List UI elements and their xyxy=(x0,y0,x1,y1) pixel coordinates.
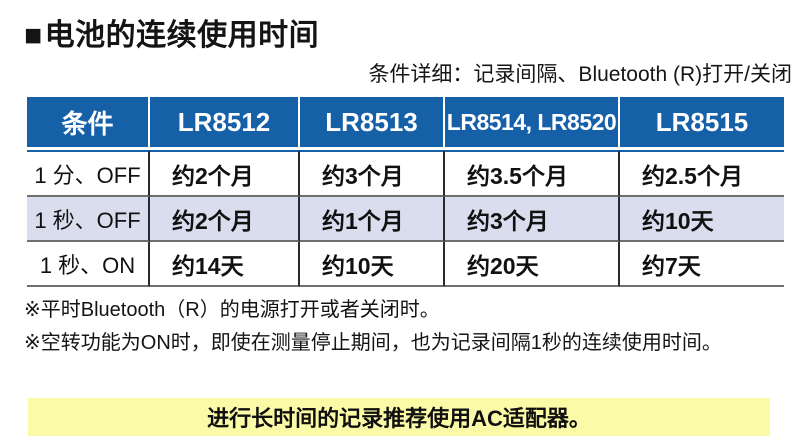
battery-usage-table: 条件 LR8512 LR8513 LR8514, LR8520 LR8515 1… xyxy=(27,97,784,287)
value-cell: 约3个月 xyxy=(445,197,620,242)
header-lr8513: LR8513 xyxy=(300,97,445,150)
value-cell: 约2个月 xyxy=(150,197,300,242)
page-title-text: 电池的连续使用时间 xyxy=(44,19,320,52)
footnote-idle-function: ※空转功能为ON时，即使在测量停止期间，也为记录间隔1秒的连续使用时间。 xyxy=(24,332,722,354)
value-cell: 约10天 xyxy=(620,197,784,242)
value-cell: 约1个月 xyxy=(300,197,445,242)
header-condition: 条件 xyxy=(27,97,150,150)
value-cell: 约7天 xyxy=(620,242,784,287)
value-cell: 约2个月 xyxy=(150,150,300,197)
banner-text: 进行长时间的记录推荐使用AC适配器。 xyxy=(207,406,591,431)
condition-cell: 1 分、OFF xyxy=(27,150,150,197)
value-cell: 约20天 xyxy=(445,242,620,287)
condition-cell: 1 秒、ON xyxy=(27,242,150,287)
table-header-row: 条件 LR8512 LR8513 LR8514, LR8520 LR8515 xyxy=(27,97,784,150)
table-row: 1 秒、ON 约14天 约10天 约20天 约7天 xyxy=(27,242,784,287)
value-cell: 约3.5个月 xyxy=(445,150,620,197)
header-lr8512: LR8512 xyxy=(150,97,300,150)
header-lr8515: LR8515 xyxy=(620,97,784,150)
header-lr8514-lr8520: LR8514, LR8520 xyxy=(445,97,620,150)
value-cell: 约2.5个月 xyxy=(620,150,784,197)
table-row: 1 秒、OFF 约2个月 约1个月 约3个月 约10天 xyxy=(27,197,784,242)
conditions-subtitle: 条件详细：记录间隔、Bluetooth (R)打开/关闭 xyxy=(368,63,792,86)
ac-adapter-recommendation-banner: 进行长时间的记录推荐使用AC适配器。 xyxy=(28,398,770,436)
page-title: ■电池的连续使用时间 xyxy=(24,10,319,54)
value-cell: 约10天 xyxy=(300,242,445,287)
value-cell: 约3个月 xyxy=(300,150,445,197)
table-row: 1 分、OFF 约2个月 约3个月 约3.5个月 约2.5个月 xyxy=(27,150,784,197)
footnote-bluetooth: ※平时Bluetooth（R）的电源打开或者关闭时。 xyxy=(24,299,440,321)
square-bullet-icon: ■ xyxy=(24,19,43,52)
value-cell: 约14天 xyxy=(150,242,300,287)
condition-cell: 1 秒、OFF xyxy=(27,197,150,242)
footnotes: ※平时Bluetooth（R）的电源打开或者关闭时。 ※空转功能为ON时，即使在… xyxy=(24,294,722,360)
